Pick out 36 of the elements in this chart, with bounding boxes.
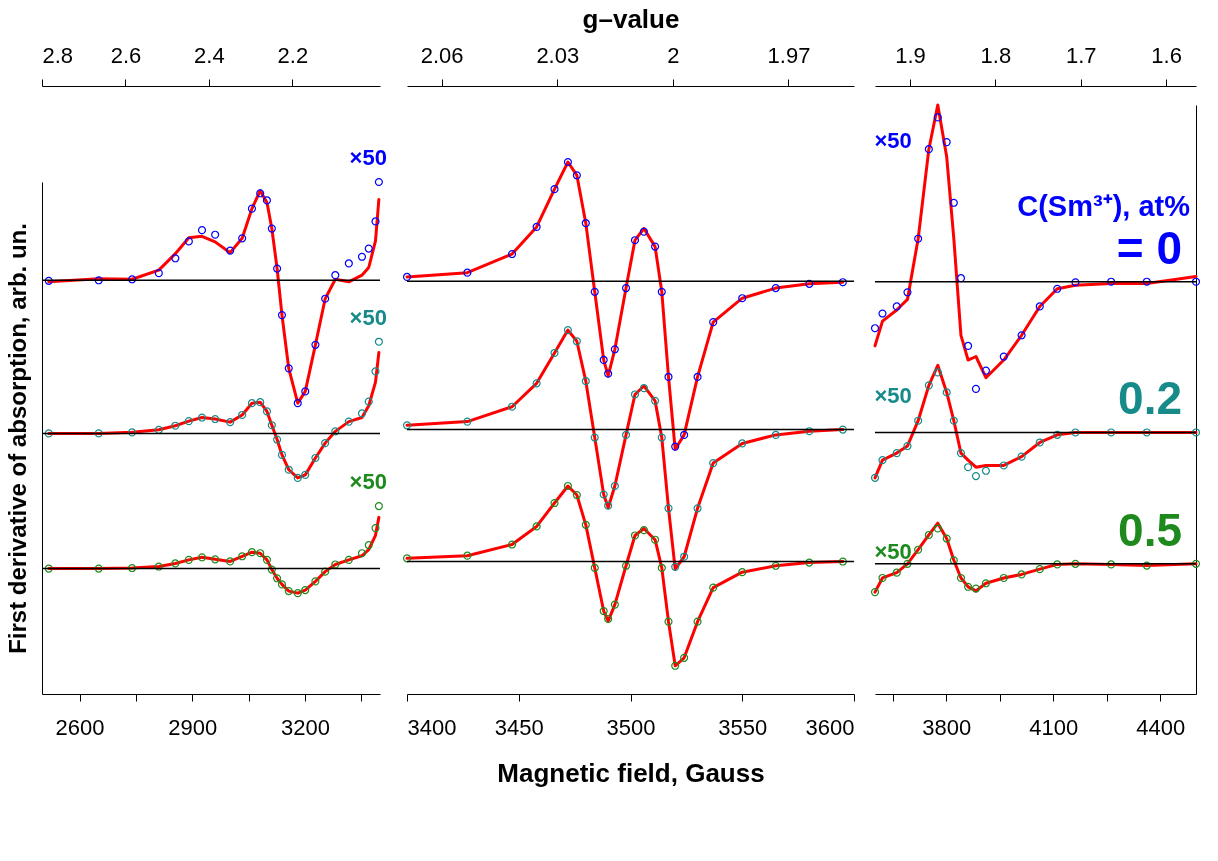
x2-tick-label: 1.6 (1151, 42, 1182, 68)
x2-tick-label: 2.4 (194, 42, 225, 68)
x-axis-title: Magnetic field, Gauss (497, 757, 765, 788)
annotation: ×50 (349, 469, 387, 495)
x2-tick-label: 1.8 (980, 42, 1012, 68)
x-tick-label: 3200 (280, 714, 330, 740)
x-tick-label: 3600 (805, 714, 855, 740)
x2-axis-title: g–value (582, 3, 680, 34)
x-tick-label: 4100 (1029, 714, 1079, 740)
x2-tick-label: 2.03 (536, 42, 580, 68)
x2-tick-label: 2.6 (110, 42, 142, 68)
x2-tick-label: 2 (667, 42, 680, 68)
x-tick-label: 3450 (494, 714, 544, 740)
legend-title: C(Sm³⁺), at% (1017, 189, 1191, 222)
x2-tick-label: 1.7 (1065, 42, 1097, 68)
x2-tick-label: 1.9 (895, 42, 926, 68)
series-label: 0.2 (1118, 372, 1182, 425)
x2-tick-label: 2.2 (277, 42, 309, 68)
x-tick-label: 3400 (407, 714, 457, 740)
series-label: 0.5 (1118, 503, 1182, 556)
x2-tick-label: 2.8 (42, 42, 74, 68)
annotation: ×50 (349, 304, 387, 330)
x-tick-label: 2900 (168, 714, 218, 740)
x2-tick-label: 1.97 (767, 42, 811, 68)
x-tick-label: 4400 (1136, 714, 1186, 740)
x-tick-label: 3550 (718, 714, 768, 740)
annotation: ×50 (874, 539, 912, 565)
series-label: = 0 (1116, 221, 1182, 274)
text: ×50 (349, 145, 387, 170)
x-tick-label: 3800 (922, 714, 972, 740)
annotation: ×50 (874, 128, 912, 154)
y-axis-title: First derivative of absorption, arb. un. (3, 223, 31, 654)
x2-tick-label: 2.06 (420, 42, 464, 68)
x-tick-label: 2600 (55, 714, 105, 740)
annotation: ×50 (874, 383, 912, 409)
x-tick-label: 3500 (606, 714, 656, 740)
